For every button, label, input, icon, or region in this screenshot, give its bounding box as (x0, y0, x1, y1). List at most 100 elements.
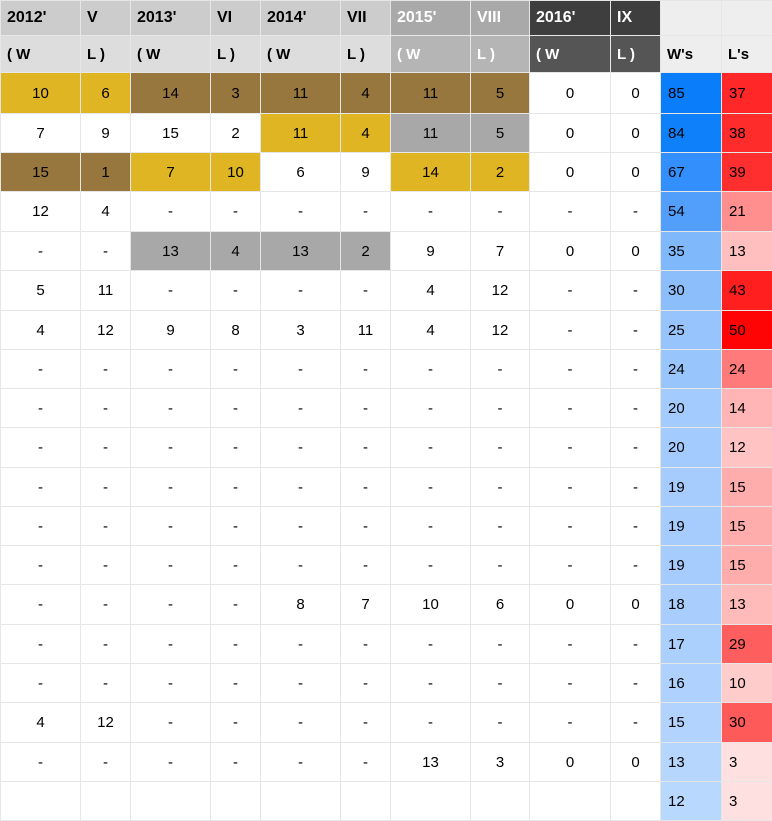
wins-cell: 0 (530, 585, 611, 625)
wins-cell: - (261, 468, 341, 507)
header-year-cell: VI (211, 1, 261, 36)
losses-cell: - (81, 428, 131, 468)
total-losses-cell: 3 (722, 743, 772, 782)
wins-cell: - (131, 546, 211, 585)
total-losses-cell: 38 (722, 114, 772, 153)
total-wins-cell: 85 (661, 73, 722, 114)
losses-cell: - (211, 546, 261, 585)
wins-cell: 9 (391, 232, 471, 271)
wins-cell: 13 (391, 743, 471, 782)
total-wins-cell: 15 (661, 703, 722, 743)
losses-cell (341, 782, 391, 821)
wins-cell: - (530, 507, 611, 546)
losses-cell: - (211, 664, 261, 703)
wins-cell: - (1, 664, 81, 703)
losses-cell (81, 782, 131, 821)
wins-cell: - (131, 664, 211, 703)
losses-cell: - (81, 468, 131, 507)
wins-cell: - (261, 743, 341, 782)
losses-cell: 11 (81, 271, 131, 311)
total-losses-cell: 43 (722, 271, 772, 311)
wins-cell: - (131, 428, 211, 468)
wins-cell: - (1, 625, 81, 664)
wins-cell: - (530, 428, 611, 468)
wins-cell (530, 782, 611, 821)
wins-cell: 12 (1, 192, 81, 232)
total-wins-cell: 19 (661, 468, 722, 507)
total-wins-cell: 35 (661, 232, 722, 271)
wins-cell: - (261, 271, 341, 311)
wins-cell: - (131, 389, 211, 428)
total-losses-cell: 29 (722, 625, 772, 664)
total-wins-cell: 84 (661, 114, 722, 153)
losses-cell: - (611, 625, 661, 664)
losses-cell: - (81, 585, 131, 625)
wins-cell: - (1, 389, 81, 428)
wins-cell: - (1, 232, 81, 271)
wins-cell (391, 782, 471, 821)
losses-cell: 9 (81, 114, 131, 153)
wins-cell: - (261, 389, 341, 428)
losses-cell: 12 (81, 703, 131, 743)
wins-cell: 11 (391, 73, 471, 114)
total-wins-cell: 12 (661, 782, 722, 821)
wins-cell: 0 (530, 114, 611, 153)
wins-cell: - (261, 664, 341, 703)
total-losses-cell: 24 (722, 350, 772, 389)
wins-cell: - (530, 350, 611, 389)
losses-cell: - (81, 546, 131, 585)
losses-cell: - (341, 428, 391, 468)
losses-cell: - (611, 389, 661, 428)
header-year-cell: V (81, 1, 131, 36)
total-wins-cell: 24 (661, 350, 722, 389)
wins-cell: 7 (131, 153, 211, 192)
losses-cell: - (211, 507, 261, 546)
wins-cell: 5 (1, 271, 81, 311)
wins-cell: - (1, 546, 81, 585)
total-wins-cell: 20 (661, 389, 722, 428)
wins-cell: 15 (1, 153, 81, 192)
losses-cell: 11 (341, 311, 391, 350)
total-wins-cell: 19 (661, 546, 722, 585)
losses-cell: - (211, 703, 261, 743)
wins-cell: - (131, 507, 211, 546)
header-year-cell: 2013' (131, 1, 211, 36)
header-wl-cell: W's (661, 36, 722, 73)
losses-cell: - (341, 743, 391, 782)
wins-cell: 13 (261, 232, 341, 271)
wins-cell: - (530, 192, 611, 232)
losses-cell: - (211, 389, 261, 428)
losses-cell: - (471, 507, 530, 546)
wins-cell: - (131, 625, 211, 664)
losses-cell: 0 (611, 114, 661, 153)
wins-cell: 8 (261, 585, 341, 625)
wins-cell: - (391, 664, 471, 703)
total-losses-cell: 30 (722, 703, 772, 743)
total-wins-cell: 18 (661, 585, 722, 625)
wins-cell: 13 (131, 232, 211, 271)
wins-cell: - (131, 350, 211, 389)
losses-cell: - (81, 664, 131, 703)
wins-cell: - (131, 585, 211, 625)
wins-cell: - (261, 703, 341, 743)
header-year-cell (722, 1, 772, 36)
losses-cell: - (341, 625, 391, 664)
total-losses-cell: 50 (722, 311, 772, 350)
losses-cell: 12 (471, 311, 530, 350)
losses-cell: 12 (471, 271, 530, 311)
wins-cell: 3 (261, 311, 341, 350)
total-losses-cell: 14 (722, 389, 772, 428)
losses-cell: - (471, 350, 530, 389)
losses-cell: - (81, 389, 131, 428)
losses-cell: - (611, 311, 661, 350)
